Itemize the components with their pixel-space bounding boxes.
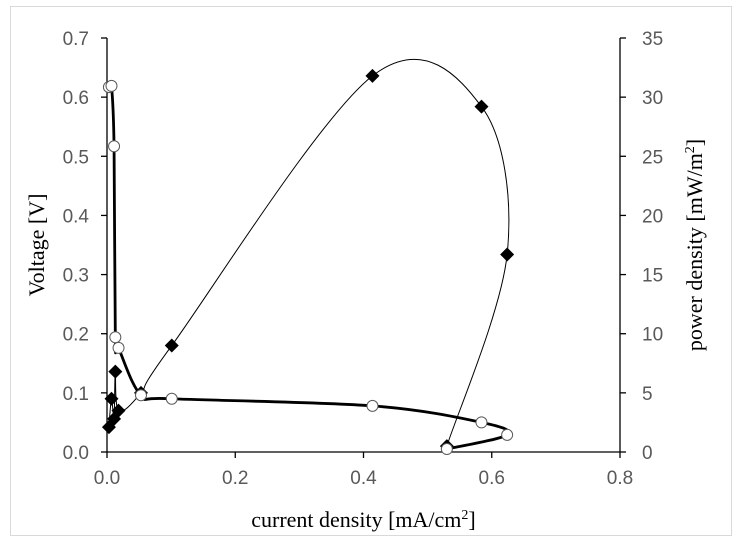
y-right-tick-label: 5 [642,384,653,405]
x-tick-label: 0.4 [350,468,377,489]
x-tick-label: 0.0 [94,468,120,489]
voltage-point [165,392,178,405]
power-density-series-line [108,58,510,447]
y-right-tick-label: 25 [642,147,663,168]
y-left-tick-label: 0.4 [63,206,90,227]
y-left-tick-label: 0.7 [63,29,89,50]
y-right-tick-label: 10 [642,325,663,346]
x-axis-title: current density [mA/cm2] [251,507,476,532]
y-left-tick-label: 0.6 [63,88,89,109]
chart-frame [10,6,732,536]
x-tick-label: 0.2 [222,468,248,489]
x-tick-label: 0.6 [479,468,505,489]
y-right-tick-label: 35 [642,29,663,50]
voltage-point [366,399,379,412]
voltage-point [105,79,118,92]
power-density-point [111,403,126,418]
power-density-point [164,338,179,353]
voltage-point [440,443,453,456]
power-density-point [474,99,489,114]
y-right-tick-label: 30 [642,88,663,109]
x-tick-label: 0.8 [607,468,633,489]
voltage-point [109,331,122,344]
plot-area: 0.0 0.2 0.4 0.6 0.8 0.0 0.1 0.2 0.3 0.4 0.5 0.6 0.7 0… [63,29,664,489]
y-left-tick-label: 0.3 [63,266,89,287]
voltage-point [475,416,488,429]
y-left-tick-label: 0.1 [63,384,89,405]
voltage-point [134,389,147,402]
y-left-tick-label: 0.2 [63,325,89,346]
y-axis-left-title: Voltage [V] [24,194,49,297]
voltage-point [108,140,121,153]
y-left-tick-label: 0.5 [63,147,89,168]
y-axis-right-title: power density [mW/m2] [682,139,707,351]
power-density-point [104,391,119,406]
y-right-tick-label: 15 [642,266,663,287]
voltage-point [112,341,125,354]
y-right-tick-label: 0 [642,443,653,464]
voltage-point [501,428,514,441]
power-density-point [108,364,123,379]
power-density-point [365,68,380,83]
y-left-tick-label: 0.0 [63,443,89,464]
y-right-tick-label: 20 [642,206,663,227]
power-density-point [500,247,515,262]
